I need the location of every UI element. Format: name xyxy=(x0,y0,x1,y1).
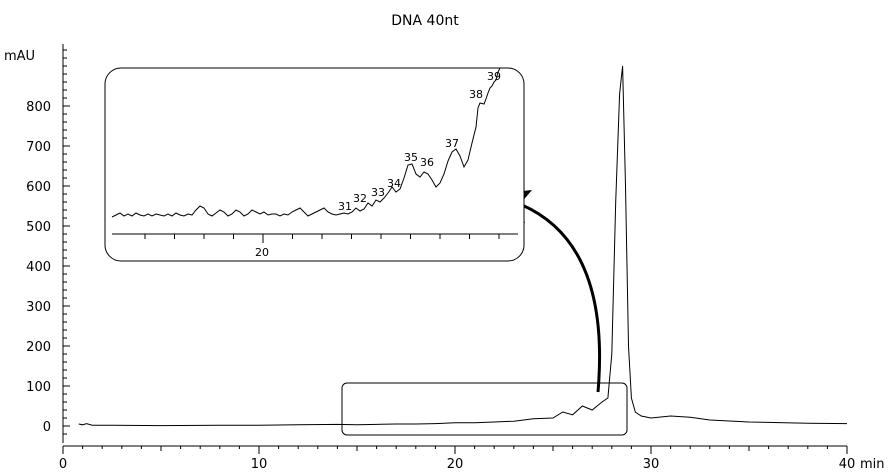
y-tick-label: 800 xyxy=(26,100,51,115)
y-tick-label: 100 xyxy=(26,380,51,395)
y-tick-label: 700 xyxy=(26,140,51,155)
peak-label-31: 31 xyxy=(338,200,352,213)
peak-label-35: 35 xyxy=(404,151,418,164)
x-axis-label: min xyxy=(860,457,885,472)
y-tick-label: 0 xyxy=(43,420,51,435)
chromatogram-trace xyxy=(78,65,848,427)
inset-frame xyxy=(104,67,525,262)
peak-label-37: 37 xyxy=(445,137,459,150)
inset-x-ticks xyxy=(144,234,500,243)
x-tick-label: 0 xyxy=(59,457,67,472)
y-axis-label: mAU xyxy=(4,49,35,64)
inset-x-tick-label-20: 20 xyxy=(255,246,269,259)
chromatogram-line xyxy=(78,65,848,427)
peak-label-39: 39 xyxy=(487,70,501,83)
inset-peak-labels: 31 32 33 34 35 36 37 38 39 xyxy=(338,70,501,213)
inset-trace xyxy=(111,67,501,218)
peak-label-33: 33 xyxy=(371,186,385,199)
x-tick-label: 30 xyxy=(643,457,660,472)
x-tick-label: 20 xyxy=(447,457,464,472)
y-tick-label: 400 xyxy=(26,260,51,275)
peak-label-38: 38 xyxy=(469,88,483,101)
y-tick-label: 200 xyxy=(26,340,51,355)
y-tick-label: 300 xyxy=(26,300,51,315)
x-tick-label: 40 xyxy=(839,457,856,472)
peak-label-36: 36 xyxy=(420,156,434,169)
chart-title: DNA 40nt xyxy=(391,13,459,29)
peak-label-32: 32 xyxy=(353,192,367,205)
y-axis: 0 100 200 300 400 500 600 700 800 xyxy=(26,44,70,443)
x-tick-label: 10 xyxy=(251,457,268,472)
inset-zoom-panel: 20 31 32 33 34 35 36 37 38 39 xyxy=(104,67,525,262)
x-axis: 0 10 20 30 40 xyxy=(59,445,856,472)
y-tick-label: 600 xyxy=(26,180,51,195)
zoom-region-box xyxy=(341,382,628,436)
peak-label-34: 34 xyxy=(387,177,401,190)
y-tick-label: 500 xyxy=(26,220,51,235)
